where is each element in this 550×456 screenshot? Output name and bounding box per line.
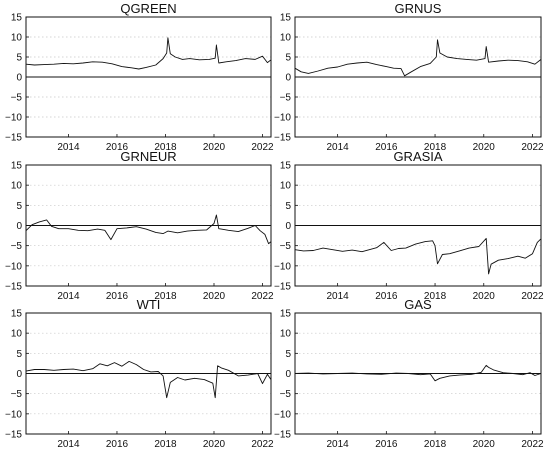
series-line bbox=[25, 360, 272, 399]
y-tick-label: 0 bbox=[16, 221, 22, 232]
y-tick-label: 0 bbox=[16, 73, 22, 84]
y-tick-label: −5 bbox=[280, 241, 292, 252]
x-tick-label: 2022 bbox=[251, 439, 274, 450]
y-tick-label: −15 bbox=[5, 430, 22, 441]
x-tick-label: 2018 bbox=[424, 439, 447, 450]
x-tick-label: 2020 bbox=[203, 142, 226, 153]
y-tick-label: 10 bbox=[11, 329, 23, 340]
chart-title: GAS bbox=[404, 297, 432, 312]
chart-title: QGREEN bbox=[120, 1, 176, 16]
y-tick-label: −10 bbox=[5, 409, 22, 420]
x-tick-label: 2022 bbox=[521, 142, 544, 153]
y-tick-label: −15 bbox=[274, 282, 291, 293]
x-tick-label: 2018 bbox=[424, 142, 447, 153]
x-tick-label: 2016 bbox=[106, 439, 129, 450]
chart-panel-wti: −15 −10 −5 0 5 10 15 2014 2016 2018 2020 2022 WTI bbox=[5, 297, 274, 450]
chart-title: GRASIA bbox=[393, 149, 442, 164]
y-tick-label: 10 bbox=[11, 33, 23, 44]
y-tick-label: 15 bbox=[280, 13, 292, 24]
y-tick-label: 0 bbox=[285, 369, 291, 380]
y-tick-label: −10 bbox=[274, 113, 291, 124]
y-tick-label: −10 bbox=[274, 409, 291, 420]
x-tick-label: 2020 bbox=[473, 291, 496, 302]
y-tick-label: 10 bbox=[280, 329, 292, 340]
y-tick-label: −15 bbox=[274, 133, 291, 144]
series-line bbox=[294, 364, 542, 382]
x-tick-label: 2014 bbox=[326, 439, 349, 450]
x-tick-label: 2018 bbox=[154, 291, 177, 302]
x-tick-label: 2020 bbox=[473, 142, 496, 153]
y-tick-label: −15 bbox=[5, 133, 22, 144]
x-tick-label: 2016 bbox=[375, 291, 398, 302]
x-tick-label: 2014 bbox=[57, 291, 80, 302]
y-tick-label: −5 bbox=[11, 389, 23, 400]
y-tick-label: −10 bbox=[5, 113, 22, 124]
y-tick-label: 15 bbox=[280, 161, 292, 172]
y-tick-label: −10 bbox=[5, 261, 22, 272]
y-tick-label: 5 bbox=[285, 349, 291, 360]
y-tick-label: −5 bbox=[280, 389, 292, 400]
y-tick-label: 10 bbox=[280, 181, 292, 192]
chart-title: GRNEUR bbox=[120, 149, 176, 164]
chart-panel-grasia: −15 −10 −5 0 5 10 15 2014 2016 2018 2020 2022 GRASIA bbox=[274, 149, 544, 302]
x-tick-label: 2018 bbox=[154, 142, 177, 153]
x-tick-label: 2014 bbox=[57, 439, 80, 450]
series-line bbox=[25, 37, 272, 70]
x-tick-label: 2020 bbox=[203, 291, 226, 302]
y-tick-label: 10 bbox=[11, 181, 23, 192]
y-tick-label: 15 bbox=[11, 161, 23, 172]
y-tick-label: 0 bbox=[16, 369, 22, 380]
y-tick-label: 15 bbox=[280, 309, 292, 320]
series-line bbox=[25, 214, 272, 245]
x-tick-label: 2018 bbox=[154, 439, 177, 450]
y-tick-label: −15 bbox=[274, 430, 291, 441]
chart-title: WTI bbox=[137, 297, 161, 312]
x-tick-label: 2020 bbox=[473, 439, 496, 450]
y-tick-label: 0 bbox=[285, 221, 291, 232]
x-tick-label: 2014 bbox=[57, 142, 80, 153]
chart-panel-grneur: −15 −10 −5 0 5 10 15 2014 2016 2018 2020 2022 GRNEUR bbox=[5, 149, 274, 302]
x-tick-label: 2016 bbox=[375, 439, 398, 450]
x-tick-label: 2022 bbox=[251, 142, 274, 153]
y-tick-label: −15 bbox=[5, 282, 22, 293]
chart-title: GRNUS bbox=[395, 1, 442, 16]
series-line bbox=[294, 39, 542, 77]
x-tick-label: 2022 bbox=[251, 291, 274, 302]
x-tick-label: 2016 bbox=[106, 291, 129, 302]
y-tick-label: 15 bbox=[11, 309, 23, 320]
y-tick-label: 5 bbox=[285, 201, 291, 212]
x-tick-label: 2014 bbox=[326, 291, 349, 302]
y-tick-label: 5 bbox=[16, 53, 22, 64]
x-tick-label: 2016 bbox=[375, 142, 398, 153]
x-tick-label: 2014 bbox=[326, 142, 349, 153]
x-tick-label: 2022 bbox=[521, 291, 544, 302]
y-tick-label: −5 bbox=[280, 93, 292, 104]
y-tick-label: 5 bbox=[285, 53, 291, 64]
x-tick-label: 2022 bbox=[521, 439, 544, 450]
y-tick-label: −5 bbox=[11, 241, 23, 252]
y-tick-label: 5 bbox=[16, 349, 22, 360]
y-tick-label: 0 bbox=[285, 73, 291, 84]
chart-panel-grnus: −15 −10 −5 0 5 10 15 2014 2016 2018 2020 2022 GRNUS bbox=[274, 1, 544, 153]
x-tick-label: 2018 bbox=[424, 291, 447, 302]
chart-panel-gas: −15 −10 −5 0 5 10 15 2014 2016 2018 2020 2022 GAS bbox=[274, 297, 544, 450]
x-tick-label: 2016 bbox=[106, 142, 129, 153]
y-tick-label: 5 bbox=[16, 201, 22, 212]
series-line bbox=[294, 237, 542, 275]
y-tick-label: 10 bbox=[280, 33, 292, 44]
y-tick-label: 15 bbox=[11, 13, 23, 24]
x-tick-label: 2020 bbox=[203, 439, 226, 450]
chart-panel-qgreen: −15 −10 −5 0 5 10 15 2014 2016 2018 2020 2022 QGREEN bbox=[5, 1, 274, 153]
y-tick-label: −10 bbox=[274, 261, 291, 272]
y-tick-label: −5 bbox=[11, 93, 23, 104]
